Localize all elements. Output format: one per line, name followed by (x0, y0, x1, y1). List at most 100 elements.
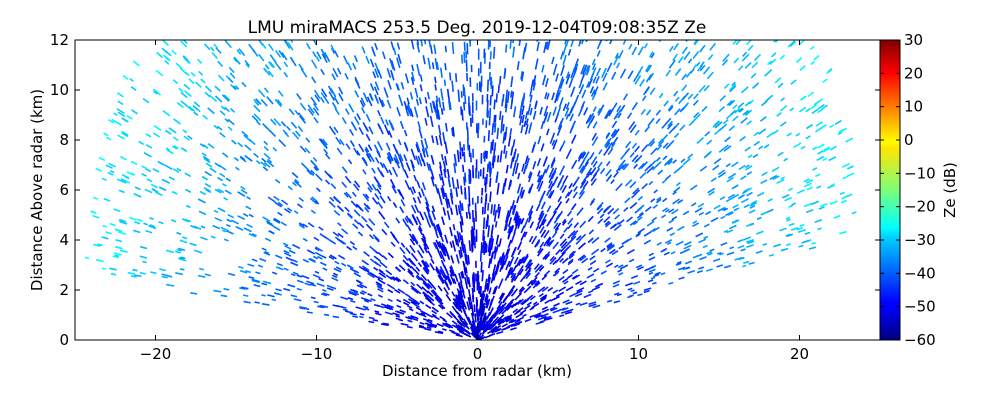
reflectivity-gate (321, 255, 327, 259)
reflectivity-gate (361, 259, 370, 266)
reflectivity-gate (209, 46, 215, 52)
reflectivity-gate (214, 217, 223, 222)
reflectivity-gate (404, 293, 411, 298)
reflectivity-gate (359, 283, 368, 289)
reflectivity-gate (411, 287, 419, 294)
reflectivity-gate (828, 156, 837, 162)
reflectivity-gate (725, 163, 731, 168)
reflectivity-gate (276, 99, 283, 106)
reflectivity-gate (581, 40, 585, 45)
reflectivity-gate (535, 224, 540, 231)
reflectivity-gate (744, 110, 751, 116)
reflectivity-gate (559, 233, 565, 240)
reflectivity-gate (162, 54, 170, 61)
reflectivity-gate (240, 185, 246, 191)
reflectivity-gate (581, 164, 587, 171)
reflectivity-gate (408, 108, 412, 117)
reflectivity-gate (145, 167, 152, 173)
reflectivity-gate (540, 295, 548, 301)
reflectivity-gate (344, 206, 350, 213)
reflectivity-gate (317, 255, 323, 260)
reflectivity-gate (558, 97, 564, 108)
reflectivity-gate (487, 276, 491, 288)
reflectivity-gate (298, 63, 304, 71)
reflectivity-gate (734, 107, 741, 114)
reflectivity-gate (744, 101, 751, 107)
reflectivity-gate (139, 245, 148, 250)
reflectivity-gate (376, 184, 382, 191)
reflectivity-gate (284, 40, 289, 45)
reflectivity-gate (236, 49, 242, 55)
reflectivity-gate (425, 304, 432, 309)
reflectivity-gate (656, 196, 662, 202)
reflectivity-gate (801, 239, 810, 244)
reflectivity-gate (407, 319, 413, 323)
reflectivity-gate (837, 131, 843, 136)
reflectivity-gate (534, 58, 539, 70)
reflectivity-gate (260, 98, 268, 107)
reflectivity-gate (741, 264, 747, 268)
reflectivity-gate (168, 176, 175, 181)
reflectivity-gate (536, 41, 540, 52)
reflectivity-gate (173, 145, 179, 150)
reflectivity-gate (615, 182, 623, 192)
reflectivity-gate (667, 104, 674, 111)
reflectivity-gate (689, 68, 695, 74)
reflectivity-gate (264, 250, 270, 255)
reflectivity-gate (427, 318, 433, 323)
reflectivity-gate (354, 90, 360, 98)
reflectivity-gate (613, 224, 622, 232)
reflectivity-gate (635, 154, 643, 163)
reflectivity-gate (312, 156, 318, 162)
reflectivity-gate (582, 64, 588, 75)
reflectivity-gate (456, 311, 463, 320)
reflectivity-gate (490, 80, 493, 89)
reflectivity-gate (644, 163, 653, 172)
reflectivity-gate (804, 231, 811, 235)
reflectivity-gate (306, 280, 315, 285)
reflectivity-gate (547, 286, 554, 292)
reflectivity-gate (563, 244, 572, 253)
reflectivity-gate (607, 148, 614, 156)
reflectivity-gate (482, 231, 485, 240)
reflectivity-gate (311, 196, 319, 203)
reflectivity-gate (377, 288, 384, 293)
reflectivity-gate (485, 311, 491, 320)
reflectivity-gate (430, 176, 435, 187)
reflectivity-gate (322, 289, 327, 292)
reflectivity-gate (579, 183, 585, 189)
reflectivity-gate (266, 160, 275, 168)
reflectivity-gate (271, 298, 277, 302)
reflectivity-gate (404, 217, 409, 224)
reflectivity-gate (669, 45, 674, 52)
reflectivity-gate (383, 221, 390, 229)
reflectivity-gate (184, 58, 191, 65)
reflectivity-gate (478, 306, 482, 317)
reflectivity-gate (706, 71, 714, 80)
reflectivity-gate (213, 124, 219, 130)
reflectivity-gate (814, 218, 823, 223)
reflectivity-gate (261, 303, 270, 306)
reflectivity-gate (602, 82, 608, 91)
reflectivity-gate (459, 291, 464, 302)
reflectivity-gate (444, 234, 449, 244)
reflectivity-gate (536, 175, 542, 183)
reflectivity-gate (516, 219, 521, 226)
reflectivity-gate (132, 268, 138, 272)
reflectivity-gate (593, 267, 600, 273)
reflectivity-gate (489, 107, 492, 118)
reflectivity-gate (305, 137, 311, 143)
reflectivity-gate (634, 145, 641, 153)
reflectivity-gate (565, 239, 573, 248)
reflectivity-gate (439, 250, 446, 262)
reflectivity-gate (461, 218, 464, 226)
reflectivity-gate (505, 215, 509, 223)
reflectivity-gate (806, 186, 813, 191)
reflectivity-gate (452, 224, 456, 231)
reflectivity-gate (120, 219, 127, 223)
reflectivity-gate (522, 47, 526, 60)
reflectivity-gate (603, 207, 609, 214)
reflectivity-gate (391, 275, 400, 283)
reflectivity-gate (152, 132, 161, 138)
